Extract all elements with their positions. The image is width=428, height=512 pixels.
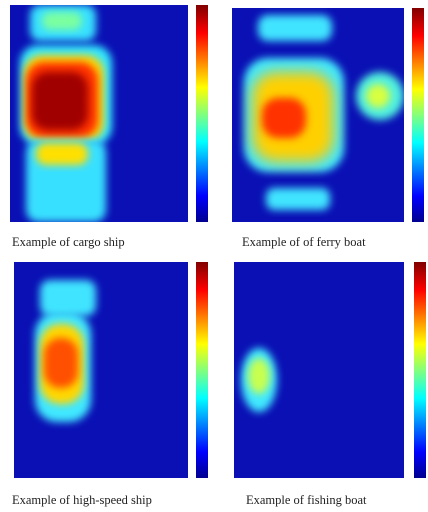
heatmap-ferry bbox=[232, 8, 424, 222]
caption: Example of of ferry boat bbox=[242, 235, 366, 249]
caption: Example of cargo ship bbox=[12, 235, 125, 249]
heatmap-cargo bbox=[10, 5, 208, 222]
caption: Example of high-speed ship bbox=[12, 493, 152, 507]
caption: Example of fishing boat bbox=[246, 493, 367, 507]
heatmap-high-speed bbox=[14, 262, 208, 478]
heatmap-fishing bbox=[234, 262, 426, 478]
